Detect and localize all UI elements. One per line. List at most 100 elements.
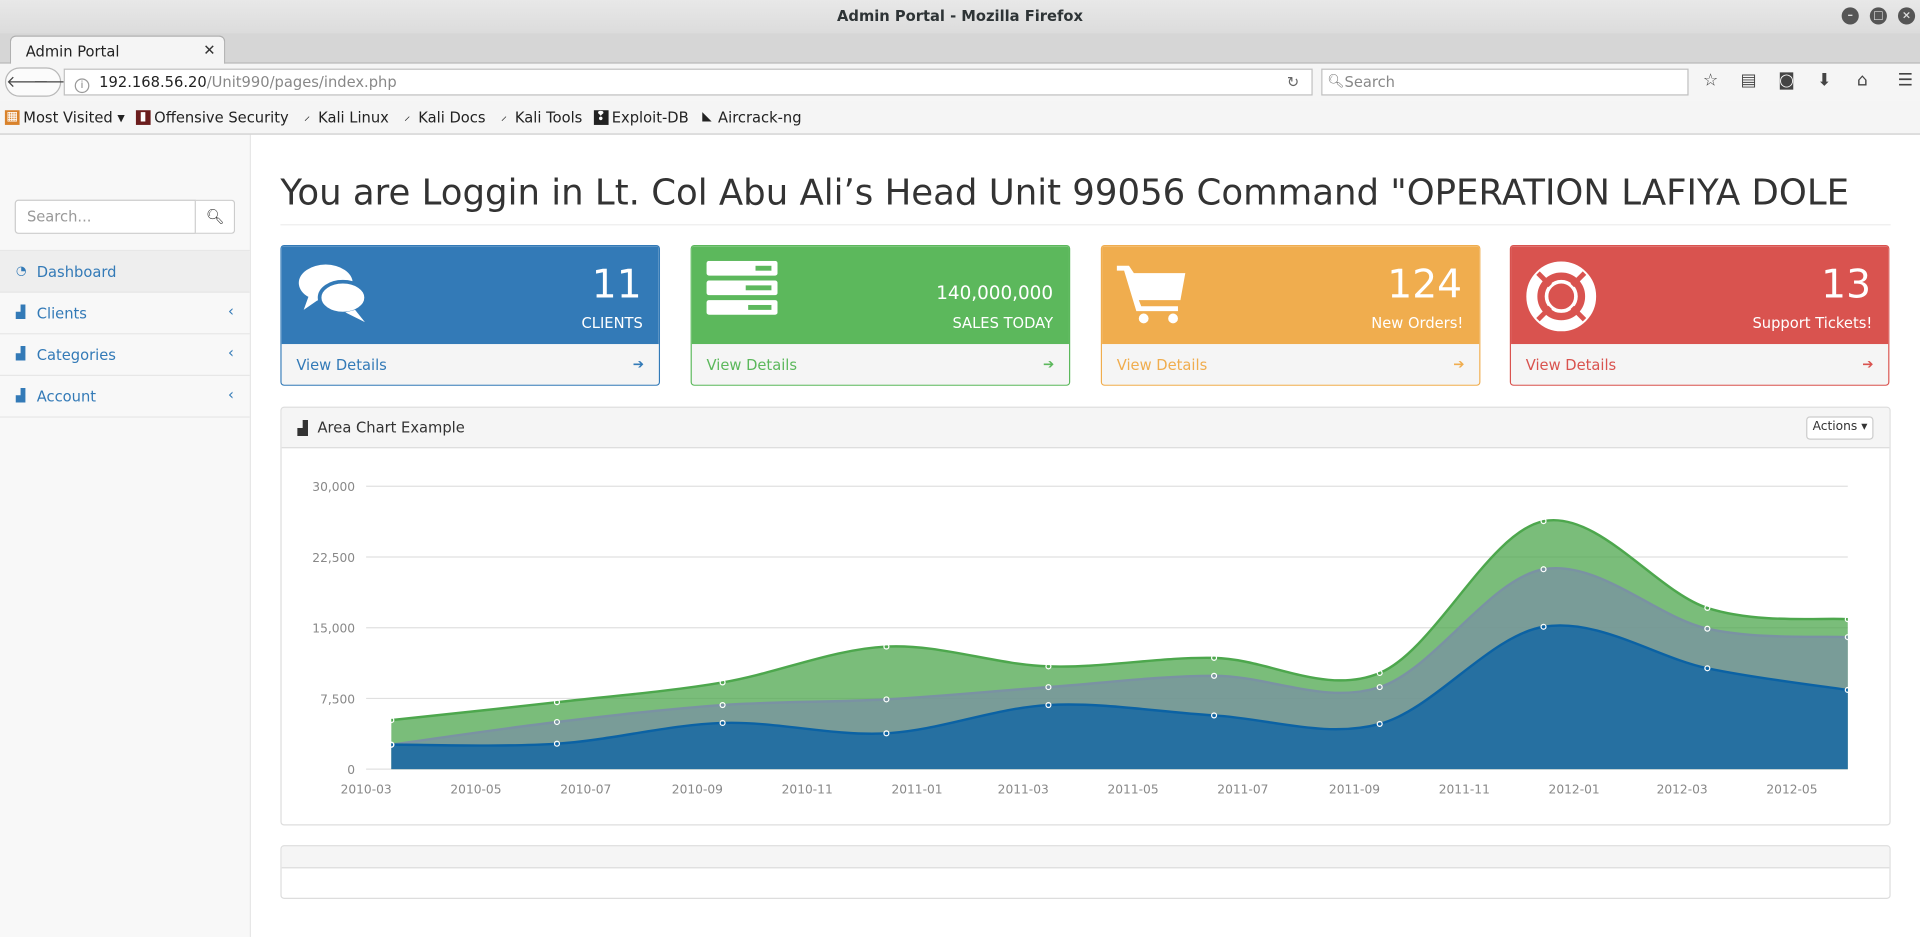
data-point[interactable] xyxy=(388,741,395,748)
series-line-3 xyxy=(391,518,1848,722)
sidebar-search-input[interactable]: Search... xyxy=(14,199,196,234)
browser-search-input[interactable]: 🔍︎ Search xyxy=(1321,68,1689,96)
data-point[interactable] xyxy=(1844,686,1851,694)
site-info-icon[interactable]: i xyxy=(74,78,90,94)
chart-panel-heading: ▟ Area Chart Example Actions ▾ xyxy=(281,407,1890,449)
y-tick-label: 0 xyxy=(347,763,355,777)
data-point[interactable] xyxy=(1844,634,1851,641)
sidebar-item-clients[interactable]: ▟ Clients ‹ xyxy=(0,293,250,335)
chart-panel-title: Area Chart Example xyxy=(317,418,465,437)
sidebar: Search... 🔍︎ ◔ Dashboard ▟ Clients ‹ ▟ C… xyxy=(0,134,252,937)
data-point[interactable] xyxy=(719,719,726,727)
server-icon xyxy=(706,260,778,315)
sidebar-item-account[interactable]: ▟ Account ‹ xyxy=(0,376,250,418)
forward-icon[interactable]: 🡒 xyxy=(33,73,76,92)
main-content: You are Loggin in Lt. Col Abu Ali’s Head… xyxy=(251,134,1920,937)
data-point[interactable] xyxy=(883,643,890,650)
x-tick-label: 2011-09 xyxy=(1329,783,1380,797)
url-bar[interactable]: i 192.168.56.20/Unit990/pages/index.php ↻ xyxy=(63,68,1313,96)
data-point[interactable] xyxy=(1376,684,1383,691)
orders-count: 124 xyxy=(1387,260,1463,308)
orders-panel: 124 New Orders! View Details ➔ xyxy=(1100,244,1481,386)
data-point[interactable] xyxy=(553,718,561,726)
bookmark-star-icon[interactable]: ☆ xyxy=(1702,71,1719,91)
sales-label: SALES TODAY xyxy=(952,314,1054,332)
bookmark-offensive-security[interactable]: ▮ Offensive Security xyxy=(135,108,289,126)
pocket-icon[interactable]: ◙ xyxy=(1778,71,1795,91)
data-point[interactable] xyxy=(1045,663,1052,670)
data-point[interactable] xyxy=(1540,623,1547,630)
data-point[interactable] xyxy=(1844,616,1851,623)
back-icon[interactable]: 🡐 xyxy=(6,73,49,92)
bar-chart-icon: ▟ xyxy=(15,389,26,403)
maximize-icon[interactable]: □ xyxy=(1869,7,1887,25)
download-icon[interactable]: ⬇ xyxy=(1817,71,1832,91)
data-point[interactable] xyxy=(1376,720,1383,727)
data-point[interactable] xyxy=(1376,669,1383,677)
kali-dragon-icon: ⸝ xyxy=(404,109,411,124)
x-tick-label: 2011-07 xyxy=(1217,783,1268,797)
reading-list-icon[interactable]: ▤ xyxy=(1740,71,1757,91)
bar-chart-icon: ▟ xyxy=(15,306,26,320)
menu-icon[interactable]: ☰ xyxy=(1897,71,1914,91)
secondary-panel xyxy=(280,845,1891,900)
shopping-cart-icon xyxy=(1116,265,1186,324)
data-point[interactable] xyxy=(1704,665,1711,672)
data-point[interactable] xyxy=(1045,701,1052,709)
offensive-security-icon: ▮ xyxy=(135,109,151,125)
data-point[interactable] xyxy=(883,730,890,737)
clients-view-details-link[interactable]: View Details ➔ xyxy=(281,344,659,385)
home-icon[interactable]: ⌂ xyxy=(1857,71,1868,91)
search-icon: 🔍︎ xyxy=(1327,73,1345,90)
sales-panel: 140,000,000 SALES TODAY View Details ➔ xyxy=(690,244,1071,386)
sidebar-item-dashboard[interactable]: ◔ Dashboard xyxy=(0,251,250,293)
data-point[interactable] xyxy=(1540,566,1547,573)
bookmark-exploit-db[interactable]: ❢ Exploit-DB xyxy=(593,108,689,126)
browser-tab[interactable]: Admin Portal ✕ xyxy=(9,35,226,65)
comments-icon xyxy=(298,264,368,323)
sidebar-item-label: Dashboard xyxy=(36,262,117,280)
arrow-circle-right-icon: ➔ xyxy=(632,356,645,373)
sidebar-item-categories[interactable]: ▟ Categories ‹ xyxy=(0,334,250,377)
data-point[interactable] xyxy=(1540,518,1547,525)
sales-amount: 140,000,000 xyxy=(936,281,1054,304)
close-tab-icon[interactable]: ✕ xyxy=(203,41,216,59)
sidebar-nav: ◔ Dashboard ▟ Clients ‹ ▟ Categories ‹ ▟… xyxy=(0,249,250,418)
data-point[interactable] xyxy=(1704,604,1711,611)
navigation-toolbar: 🡐 🡒 i 192.168.56.20/Unit990/pages/index.p… xyxy=(0,63,1920,101)
url-path: /Unit990/pages/index.php xyxy=(206,73,397,91)
window-titlebar: Admin Portal - Mozilla Firefox – □ × xyxy=(0,0,1920,34)
bookmark-aircrack-ng[interactable]: ◣ Aircrack-ng xyxy=(700,108,801,125)
data-point[interactable] xyxy=(719,679,726,686)
data-point[interactable] xyxy=(553,740,561,747)
bookmark-kali-linux[interactable]: ⸝ Kali Linux xyxy=(300,108,389,125)
support-view-details-link[interactable]: View Details ➔ xyxy=(1511,344,1889,385)
reload-icon[interactable]: ↻ xyxy=(1286,73,1300,91)
aircrack-icon: ◣ xyxy=(702,109,712,124)
data-point[interactable] xyxy=(388,717,395,724)
sidebar-search-button[interactable]: 🔍︎ xyxy=(195,199,236,234)
close-window-icon[interactable]: × xyxy=(1897,7,1916,25)
data-point[interactable] xyxy=(1045,684,1052,691)
data-point[interactable] xyxy=(719,701,726,709)
kali-dragon-icon: ⸝ xyxy=(500,109,507,124)
x-tick-label: 2011-05 xyxy=(1107,783,1158,797)
data-point[interactable] xyxy=(1211,712,1218,719)
clients-label: CLIENTS xyxy=(581,314,643,332)
minimize-icon[interactable]: – xyxy=(1841,7,1859,25)
actions-dropdown-button[interactable]: Actions ▾ xyxy=(1806,416,1874,440)
x-tick-label: 2010-05 xyxy=(450,783,501,797)
bookmark-most-visited[interactable]: ▦ Most Visited ▾ xyxy=(4,108,125,126)
x-tick-label: 2010-09 xyxy=(672,783,723,797)
data-point[interactable] xyxy=(1211,654,1218,661)
data-point[interactable] xyxy=(553,699,561,706)
orders-view-details-link[interactable]: View Details ➔ xyxy=(1102,344,1480,385)
data-point[interactable] xyxy=(1211,672,1218,679)
tab-strip: Admin Portal ✕ ✚ xyxy=(0,33,1920,93)
bookmark-kali-docs[interactable]: ⸝ Kali Docs xyxy=(400,108,485,125)
bookmark-kali-tools[interactable]: ⸝ Kali Tools xyxy=(497,108,583,125)
data-point[interactable] xyxy=(883,696,890,703)
sales-view-details-link[interactable]: View Details ➔ xyxy=(691,344,1069,385)
arrow-circle-right-icon: ➔ xyxy=(1453,356,1465,373)
data-point[interactable] xyxy=(1704,625,1711,632)
